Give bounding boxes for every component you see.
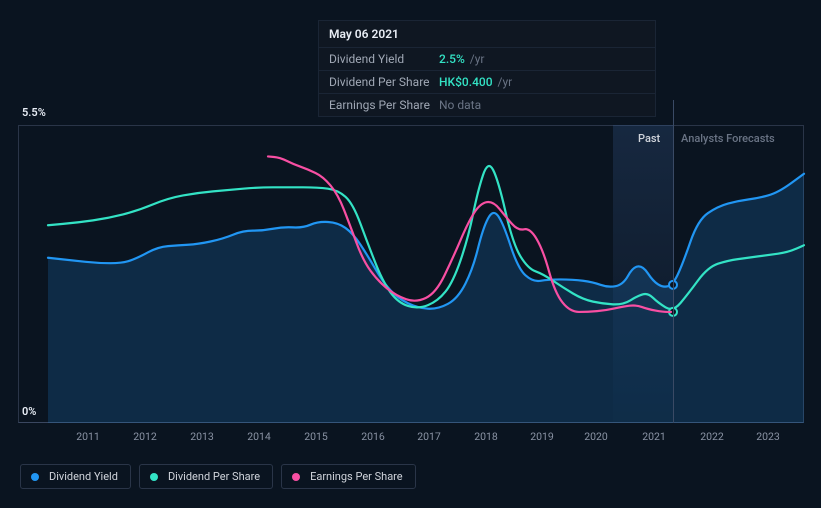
x-axis-tick: 2013 [190, 430, 214, 443]
legend-dot-icon [31, 473, 39, 481]
tooltip-row-label: Dividend Per Share [329, 75, 439, 89]
legend-dot-icon [292, 473, 300, 481]
series-svg [18, 125, 804, 423]
y-axis-max-label: 5.5% [22, 106, 46, 119]
hover-tooltip: May 06 2021 Dividend Yield2.5% /yrDivide… [318, 20, 656, 117]
tooltip-row: Dividend Per ShareHK$0.400 /yr [319, 71, 655, 94]
tooltip-row-value: HK$0.400 /yr [439, 75, 512, 89]
x-axis-tick: 2012 [133, 430, 157, 443]
x-axis-tick: 2011 [76, 430, 100, 443]
x-axis-tick: 2022 [700, 430, 724, 443]
tooltip-row-label: Dividend Yield [329, 52, 439, 66]
tooltip-row-value: No data [439, 98, 481, 112]
x-axis-tick: 2014 [247, 430, 271, 443]
legend-item-earnings-per-share[interactable]: Earnings Per Share [281, 464, 416, 489]
x-axis-tick: 2015 [304, 430, 328, 443]
legend-item-label: Earnings Per Share [310, 470, 403, 483]
x-axis-tick: 2023 [756, 430, 780, 443]
tooltip-row: Earnings Per ShareNo data [319, 94, 655, 116]
x-axis-tick: 2019 [530, 430, 554, 443]
legend-item-dividend-yield[interactable]: Dividend Yield [20, 464, 131, 489]
legend-dot-icon [150, 473, 158, 481]
chart-legend: Dividend Yield Dividend Per Share Earnings… [20, 464, 416, 489]
chart-plot-area[interactable] [18, 125, 804, 423]
legend-item-label: Dividend Per Share [168, 470, 260, 483]
legend-item-label: Dividend Yield [49, 470, 118, 483]
x-axis-tick: 2020 [584, 430, 608, 443]
section-label-past: Past [638, 132, 660, 145]
tooltip-row: Dividend Yield2.5% /yr [319, 48, 655, 71]
x-axis-tick: 2021 [642, 430, 666, 443]
tooltip-row-value: 2.5% /yr [439, 52, 484, 66]
tooltip-date: May 06 2021 [319, 21, 655, 48]
x-axis-tick: 2018 [474, 430, 498, 443]
x-axis-tick: 2017 [417, 430, 441, 443]
legend-item-dividend-per-share[interactable]: Dividend Per Share [139, 464, 273, 489]
tooltip-row-label: Earnings Per Share [329, 98, 439, 112]
forecast-divider [673, 100, 674, 423]
x-axis-tick: 2016 [361, 430, 385, 443]
section-label-forecasts: Analysts Forecasts [681, 132, 775, 145]
